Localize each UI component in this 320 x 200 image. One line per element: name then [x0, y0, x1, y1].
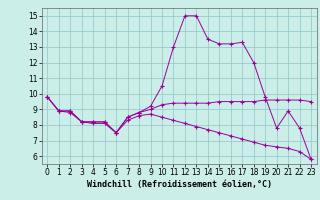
X-axis label: Windchill (Refroidissement éolien,°C): Windchill (Refroidissement éolien,°C)	[87, 180, 272, 189]
